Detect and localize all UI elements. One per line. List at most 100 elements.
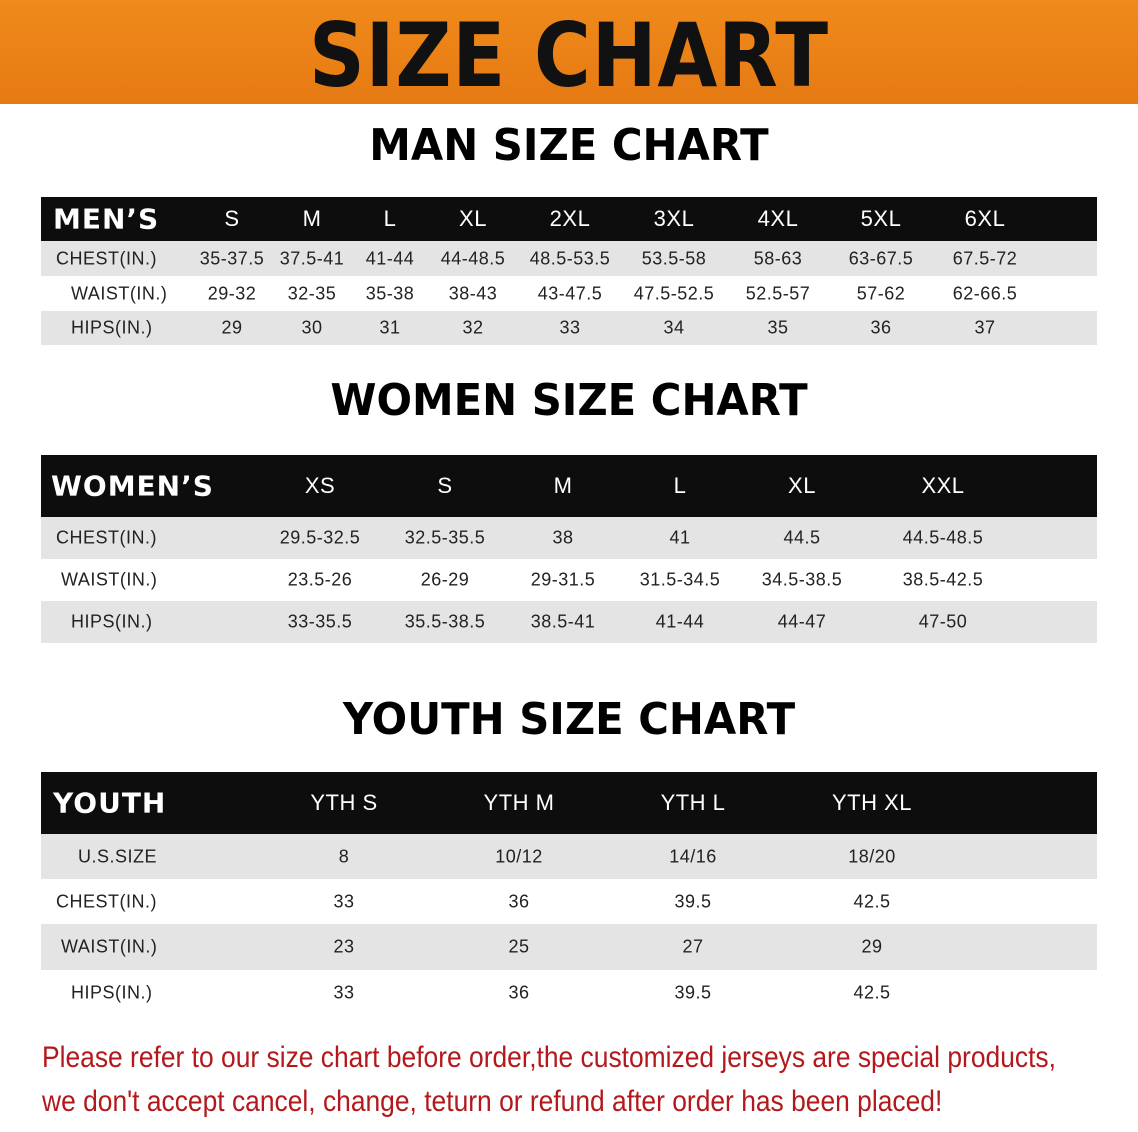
row-label: HIPS(IN.) xyxy=(71,982,153,1002)
size-header-cell: XXL xyxy=(921,473,965,498)
measurement-cell: 36 xyxy=(508,891,530,911)
table-row: WAIST(IN.) 23 25 27 29 xyxy=(41,924,1097,970)
banner: SIZE CHART xyxy=(0,0,1138,107)
size-header-cell: 3XL xyxy=(653,206,695,231)
youth-section-title: YOUTH SIZE CHART xyxy=(342,694,796,745)
size-header-cell: YTH XL xyxy=(831,790,913,815)
measurement-cell: 27 xyxy=(682,936,704,957)
table-row: WAIST(IN.) 23.5-26 26-29 29-31.5 31.5-34.5 34… xyxy=(41,559,1097,601)
size-header-cell: L xyxy=(383,206,397,231)
measurement-cell: 38-43 xyxy=(448,283,498,303)
table-row: CHEST(IN.) 35-37.5 37.5-41 41-44 44-48.5 48.5… xyxy=(41,241,1097,276)
table-row: CHEST(IN.) 29.5-32.5 32.5-35.5 38 41 44.5 44.5… xyxy=(41,517,1097,559)
measurement-cell: 47.5-52.5 xyxy=(633,283,715,303)
size-header-cell: XS xyxy=(304,473,336,498)
row-label: CHEST(IN.) xyxy=(56,527,157,548)
measurement-cell: 33 xyxy=(559,317,581,338)
table-row: HIPS(IN.) 33-35.5 35.5-38.5 38.5-41 41-44 44-… xyxy=(41,601,1097,643)
row-label: WAIST(IN.) xyxy=(71,283,168,303)
measurement-cell: 32-35 xyxy=(287,283,337,303)
measurement-cell: 29-32 xyxy=(207,283,257,303)
measurement-cell: 29.5-32.5 xyxy=(279,527,361,548)
measurement-cell: 26-29 xyxy=(420,569,470,590)
measurement-cell: 33-35.5 xyxy=(287,611,353,632)
measurement-cell: 58-63 xyxy=(753,248,803,268)
measurement-cell: 44.5-48.5 xyxy=(902,527,984,548)
measurement-cell: 47-50 xyxy=(918,611,968,632)
measurement-cell: 38.5-42.5 xyxy=(902,569,984,590)
measurement-cell: 44-47 xyxy=(777,611,827,632)
measurement-cell: 34.5-38.5 xyxy=(761,569,843,590)
measurement-cell: 33 xyxy=(333,982,355,1002)
banner-title: SIZE CHART xyxy=(309,4,829,107)
measurement-cell: 31 xyxy=(379,317,401,338)
measurement-cell: 36 xyxy=(508,982,530,1002)
table-header-row: WOMEN’S XS S M L XL XXL xyxy=(41,455,1097,517)
women-size-table: WOMEN’S XS S M L XL XXL CHEST(IN.) 29.5-32.5 32.5… xyxy=(41,455,1097,643)
measurement-cell: 37 xyxy=(974,317,996,338)
row-label: HIPS(IN.) xyxy=(71,611,153,632)
row-label: U.S.SIZE xyxy=(78,846,158,866)
measurement-cell: 35-38 xyxy=(365,283,415,303)
measurement-cell: 43-47.5 xyxy=(537,283,603,303)
policy-note-line-1: Please refer to our size chart before or… xyxy=(42,1041,1056,1074)
measurement-cell: 37.5-41 xyxy=(279,248,345,268)
table-title-cell: WOMEN’S xyxy=(51,469,214,503)
size-header-cell: S xyxy=(437,473,453,498)
size-header-cell: L xyxy=(673,473,687,498)
measurement-cell: 23.5-26 xyxy=(287,569,353,590)
table-title-cell: MEN’S xyxy=(53,202,160,236)
row-label: HIPS(IN.) xyxy=(71,317,153,338)
measurement-cell: 39.5 xyxy=(674,891,712,911)
men-size-table: MEN’S S M L XL 2XL 3XL 4XL 5XL 6XL CHEST(IN.) 35-37… xyxy=(41,197,1097,345)
measurement-cell: 44-48.5 xyxy=(440,248,506,268)
measurement-cell: 23 xyxy=(333,936,355,957)
size-header-cell: M xyxy=(553,473,573,498)
measurement-cell: 35-37.5 xyxy=(199,248,265,268)
measurement-cell: 41 xyxy=(669,527,691,548)
table-row: HIPS(IN.) 29 30 31 32 33 34 35 36 37 xyxy=(41,311,1097,345)
youth-size-table: YOUTH YTH S YTH M YTH L YTH XL U.S.SIZE 8 10/12… xyxy=(41,772,1097,1015)
measurement-cell: 38.5-41 xyxy=(530,611,596,632)
policy-note-line-2: we don't accept cancel, change, teturn o… xyxy=(42,1085,943,1118)
size-header-cell: YTH S xyxy=(310,790,378,815)
size-header-cell: 5XL xyxy=(860,206,902,231)
measurement-cell: 42.5 xyxy=(853,982,891,1002)
measurement-cell: 48.5-53.5 xyxy=(529,248,611,268)
row-label: CHEST(IN.) xyxy=(56,891,157,911)
table-row: U.S.SIZE 8 10/12 14/16 18/20 xyxy=(41,834,1097,879)
size-header-cell: XL xyxy=(788,473,816,498)
size-header-cell: S xyxy=(224,206,240,231)
table-row: CHEST(IN.) 33 36 39.5 42.5 xyxy=(41,879,1097,924)
size-header-cell: YTH M xyxy=(483,790,555,815)
size-header-cell: 4XL xyxy=(757,206,799,231)
measurement-cell: 30 xyxy=(301,317,323,338)
men-section-title: MAN SIZE CHART xyxy=(369,120,769,171)
measurement-cell: 52.5-57 xyxy=(745,283,811,303)
size-header-cell: M xyxy=(302,206,322,231)
size-header-cell: YTH L xyxy=(660,790,726,815)
measurement-cell: 41-44 xyxy=(655,611,705,632)
measurement-cell: 39.5 xyxy=(674,982,712,1002)
measurement-cell: 10/12 xyxy=(495,846,543,866)
measurement-cell: 29-31.5 xyxy=(530,569,596,590)
measurement-cell: 8 xyxy=(338,846,350,866)
measurement-cell: 42.5 xyxy=(853,891,891,911)
size-header-cell: 2XL xyxy=(549,206,591,231)
row-label: WAIST(IN.) xyxy=(61,569,158,590)
measurement-cell: 53.5-58 xyxy=(641,248,707,268)
row-label: CHEST(IN.) xyxy=(56,248,157,268)
measurement-cell: 18/20 xyxy=(848,846,896,866)
measurement-cell: 67.5-72 xyxy=(952,248,1018,268)
table-title-cell: YOUTH xyxy=(53,786,167,820)
table-header-row: MEN’S S M L XL 2XL 3XL 4XL 5XL 6XL xyxy=(41,197,1097,241)
row-label: WAIST(IN.) xyxy=(61,936,158,957)
table-row: HIPS(IN.) 33 36 39.5 42.5 xyxy=(41,970,1097,1015)
measurement-cell: 38 xyxy=(552,527,574,548)
measurement-cell: 32.5-35.5 xyxy=(404,527,486,548)
measurement-cell: 31.5-34.5 xyxy=(639,569,721,590)
size-header-cell: 6XL xyxy=(964,206,1006,231)
women-section-title: WOMEN SIZE CHART xyxy=(330,375,808,426)
measurement-cell: 34 xyxy=(663,317,685,338)
measurement-cell: 36 xyxy=(870,317,892,338)
